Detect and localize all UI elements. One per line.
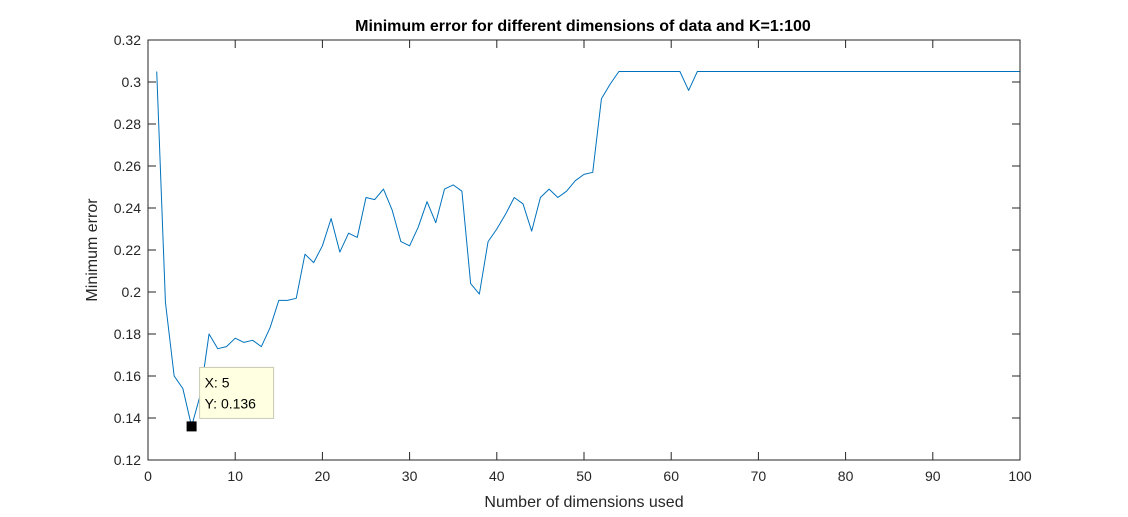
- x-tick-label: 100: [1008, 468, 1032, 484]
- x-tick-label: 10: [227, 468, 243, 484]
- x-tick-label: 30: [402, 468, 418, 484]
- datatip-x-text: X: 5: [205, 374, 230, 390]
- y-tick-label: 0.14: [114, 410, 141, 426]
- x-tick-label: 40: [489, 468, 505, 484]
- y-tick-label: 0.3: [122, 74, 142, 90]
- datatip[interactable]: X: 5 Y: 0.136: [186, 366, 275, 432]
- datatip-marker[interactable]: [186, 421, 197, 432]
- plot-area[interactable]: [148, 40, 1020, 460]
- x-tick-label: 90: [925, 468, 941, 484]
- y-axis: 0.12 0.14 0.16 0.18 0.2 0.22 0.24 0.26 0.28 0.3 0.…: [114, 32, 1020, 468]
- datatip-y-text: Y: 0.136: [205, 395, 257, 411]
- x-tick-label: 50: [576, 468, 592, 484]
- y-tick-label: 0.22: [114, 242, 141, 258]
- y-tick-label: 0.12: [114, 452, 141, 468]
- y-axis-label: Minimum error: [84, 198, 101, 302]
- x-tick-label: 80: [838, 468, 854, 484]
- x-tick-label: 20: [315, 468, 331, 484]
- series-layer: [156, 71, 1020, 427]
- datatip-box: [199, 366, 275, 419]
- y-tick-label: 0.26: [114, 158, 141, 174]
- y-tick-label: 0.24: [114, 200, 141, 216]
- y-tick-label: 0.32: [114, 32, 141, 48]
- series-line: [156, 71, 1020, 427]
- y-tick-label: 0.28: [114, 116, 141, 132]
- y-tick-label: 0.2: [122, 284, 142, 300]
- x-tick-label: 60: [663, 468, 679, 484]
- x-tick-label: 0: [144, 468, 152, 484]
- y-tick-label: 0.16: [114, 368, 141, 384]
- x-tick-label: 70: [751, 468, 767, 484]
- x-axis-label: Number of dimensions used: [484, 494, 683, 511]
- x-axis: 0 10 20 30 40 50 60 70 80 90 100: [144, 40, 1032, 484]
- y-tick-label: 0.18: [114, 326, 141, 342]
- chart-title: Minimum error for different dimensions o…: [355, 18, 811, 35]
